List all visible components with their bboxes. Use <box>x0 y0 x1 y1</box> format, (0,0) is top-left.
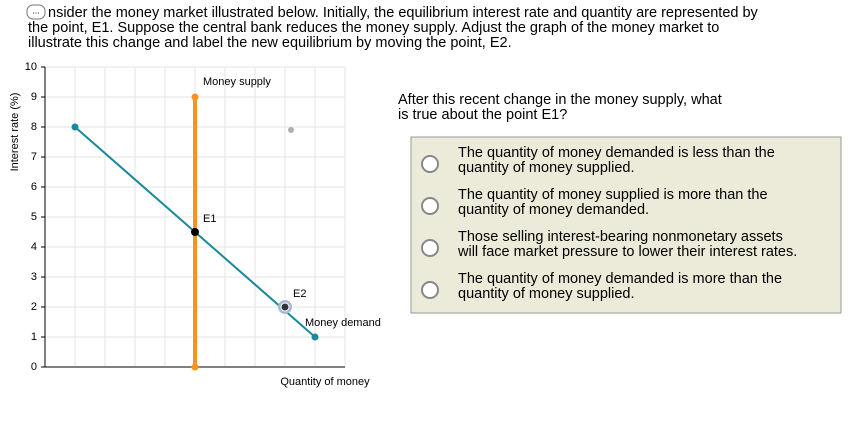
option-line: The quantity of money demanded is more t… <box>458 271 782 287</box>
y-tick-label: 3 <box>31 271 37 283</box>
point-label: E1 <box>203 213 216 225</box>
prompt-line: After this recent change in the money su… <box>398 92 722 108</box>
y-tick-label: 7 <box>31 151 37 163</box>
series-label: Money supply <box>203 76 271 88</box>
radio[interactable] <box>421 281 439 299</box>
radio[interactable] <box>421 239 439 257</box>
y-tick-label: 1 <box>31 331 37 343</box>
point[interactable] <box>280 302 290 312</box>
y-tick-label: 9 <box>31 91 37 103</box>
series-end[interactable] <box>191 93 199 101</box>
y-tick-label: 4 <box>31 241 37 253</box>
x-axis-label: Quantity of money <box>280 376 370 388</box>
svg-text:...: ... <box>32 5 40 15</box>
series-label: Money demand <box>305 317 381 329</box>
more-icon[interactable]: ... <box>26 4 46 20</box>
point-label: E2 <box>293 288 306 300</box>
option-line: will face market pressure to lower their… <box>457 244 797 260</box>
y-tick-label: 5 <box>31 211 37 223</box>
question-line: nsider the money market illustrated belo… <box>48 5 759 21</box>
radio[interactable] <box>421 155 439 173</box>
y-tick-label: 10 <box>25 61 37 73</box>
y-tick-label: 6 <box>31 181 37 193</box>
option-line: The quantity of money demanded is less t… <box>458 145 775 161</box>
point[interactable] <box>191 228 199 236</box>
option-line: Those selling interest-bearing nonmoneta… <box>458 229 783 245</box>
y-tick-label: 8 <box>31 121 37 133</box>
series-end[interactable] <box>191 363 199 371</box>
series-end[interactable] <box>71 123 79 131</box>
option-line: quantity of money supplied. <box>458 286 635 302</box>
ghost-point <box>288 127 294 133</box>
option-line: quantity of money supplied. <box>458 160 635 176</box>
y-tick-label: 0 <box>31 361 37 373</box>
prompt-line: is true about the point E1? <box>398 107 567 123</box>
y-axis-label: Interest rate (%) <box>9 93 21 172</box>
option-line: The quantity of money supplied is more t… <box>458 187 768 203</box>
radio[interactable] <box>421 197 439 215</box>
question-line: the point, E1. Suppose the central bank … <box>28 20 719 36</box>
series-end[interactable] <box>311 333 319 341</box>
y-tick-label: 2 <box>31 301 37 313</box>
option-line: quantity of money demanded. <box>458 202 649 218</box>
options-box <box>410 136 842 314</box>
question-line: illustrate this change and label the new… <box>28 35 512 51</box>
